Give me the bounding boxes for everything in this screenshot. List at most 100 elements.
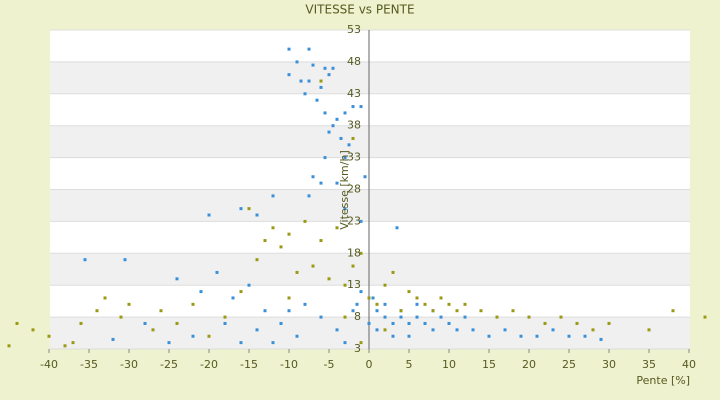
- point: [495, 315, 499, 319]
- point: [335, 226, 339, 230]
- point: [703, 315, 707, 319]
- x-tick-label: 20: [522, 358, 536, 371]
- point: [351, 309, 355, 313]
- point: [175, 277, 179, 281]
- y-tick-label: 48: [347, 55, 361, 68]
- point: [315, 98, 319, 102]
- plot-band: [50, 157, 690, 190]
- point: [423, 321, 427, 325]
- point: [511, 309, 515, 313]
- point: [455, 328, 459, 332]
- point: [343, 156, 347, 160]
- point: [311, 264, 315, 268]
- point: [551, 328, 555, 332]
- point: [671, 309, 675, 313]
- point: [447, 302, 451, 306]
- point: [279, 321, 283, 325]
- x-tick-label: 30: [602, 358, 616, 371]
- point: [319, 239, 323, 243]
- point: [335, 328, 339, 332]
- y-tick-label: 38: [347, 119, 361, 132]
- x-tick-label: 10: [442, 358, 456, 371]
- point: [295, 60, 299, 64]
- y-tick-label: 28: [347, 183, 361, 196]
- point: [471, 328, 475, 332]
- point: [439, 315, 443, 319]
- point: [559, 315, 563, 319]
- y-tick-label: 23: [347, 214, 361, 227]
- point: [431, 309, 435, 313]
- point: [207, 334, 211, 338]
- plot-band: [50, 93, 690, 126]
- point: [399, 315, 403, 319]
- point: [231, 296, 235, 300]
- point: [367, 296, 371, 300]
- point: [271, 226, 275, 230]
- point: [319, 181, 323, 185]
- point: [151, 328, 155, 332]
- point: [355, 302, 359, 306]
- plot-band: [50, 253, 690, 286]
- x-tick-label: -35: [80, 358, 98, 371]
- point: [311, 63, 315, 67]
- plot-band: [50, 221, 690, 254]
- point: [255, 328, 259, 332]
- point: [343, 111, 347, 115]
- point: [223, 321, 227, 325]
- point: [599, 337, 603, 341]
- point: [327, 130, 331, 134]
- point: [343, 207, 347, 211]
- point: [287, 232, 291, 236]
- point: [335, 117, 339, 121]
- point: [535, 334, 539, 338]
- y-tick-label: 8: [354, 310, 361, 323]
- point: [287, 296, 291, 300]
- point: [395, 226, 399, 230]
- point: [95, 309, 99, 313]
- point: [199, 290, 203, 294]
- point: [647, 328, 651, 332]
- point: [383, 315, 387, 319]
- point: [123, 258, 127, 262]
- x-tick-label: -30: [120, 358, 138, 371]
- x-tick-label: 40: [682, 358, 696, 371]
- point: [359, 290, 363, 294]
- x-tick-label: -40: [40, 358, 58, 371]
- y-tick-label: 33: [347, 151, 361, 164]
- x-tick-label: -10: [280, 358, 298, 371]
- point: [439, 296, 443, 300]
- point: [371, 296, 375, 300]
- point: [127, 302, 131, 306]
- point: [319, 315, 323, 319]
- point: [343, 283, 347, 287]
- point: [359, 219, 363, 223]
- point: [307, 79, 311, 83]
- point: [351, 264, 355, 268]
- point: [111, 337, 115, 341]
- point: [339, 136, 343, 140]
- point: [407, 321, 411, 325]
- point: [343, 315, 347, 319]
- point: [343, 341, 347, 345]
- point: [375, 302, 379, 306]
- y-tick-label: 53: [347, 23, 361, 36]
- point: [303, 219, 307, 223]
- point: [175, 321, 179, 325]
- point: [215, 270, 219, 274]
- point: [71, 341, 75, 345]
- y-tick-label: 43: [347, 87, 361, 100]
- point: [455, 309, 459, 313]
- x-tick-label: -25: [160, 358, 178, 371]
- point: [83, 258, 87, 262]
- x-tick-label: -20: [200, 358, 218, 371]
- x-tick-label: 25: [562, 358, 576, 371]
- plot-band: [50, 30, 690, 62]
- point: [359, 341, 363, 345]
- point: [567, 334, 571, 338]
- point: [351, 105, 355, 109]
- point: [323, 156, 327, 160]
- point: [307, 47, 311, 51]
- point: [31, 328, 35, 332]
- point: [191, 302, 195, 306]
